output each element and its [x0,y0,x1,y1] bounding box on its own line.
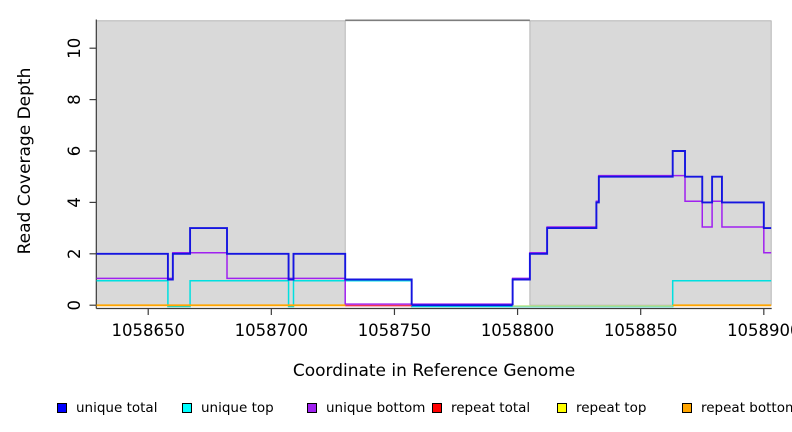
series-unique-total [96,150,772,307]
y-tick-label: 6 [65,146,84,157]
y-tick-label: 2 [65,249,84,259]
y-tick-label: 4 [65,197,84,208]
shaded-region [529,20,772,306]
shaded-region [96,20,346,306]
x-tick-label: 1058700 [235,321,309,340]
y-axis-title: Read Coverage Depth [15,67,35,255]
x-tick-label: 1058650 [111,321,185,340]
x-tick-label: 1058850 [604,321,678,340]
y-tick-label: 8 [65,94,84,105]
x-tick-label: 1058800 [481,321,555,340]
y-tick-label: 0 [65,300,84,311]
x-axis-title: Coordinate in Reference Genome [292,361,576,381]
y-tick-label: 10 [65,38,84,59]
x-tick-label: 1058750 [358,321,432,340]
